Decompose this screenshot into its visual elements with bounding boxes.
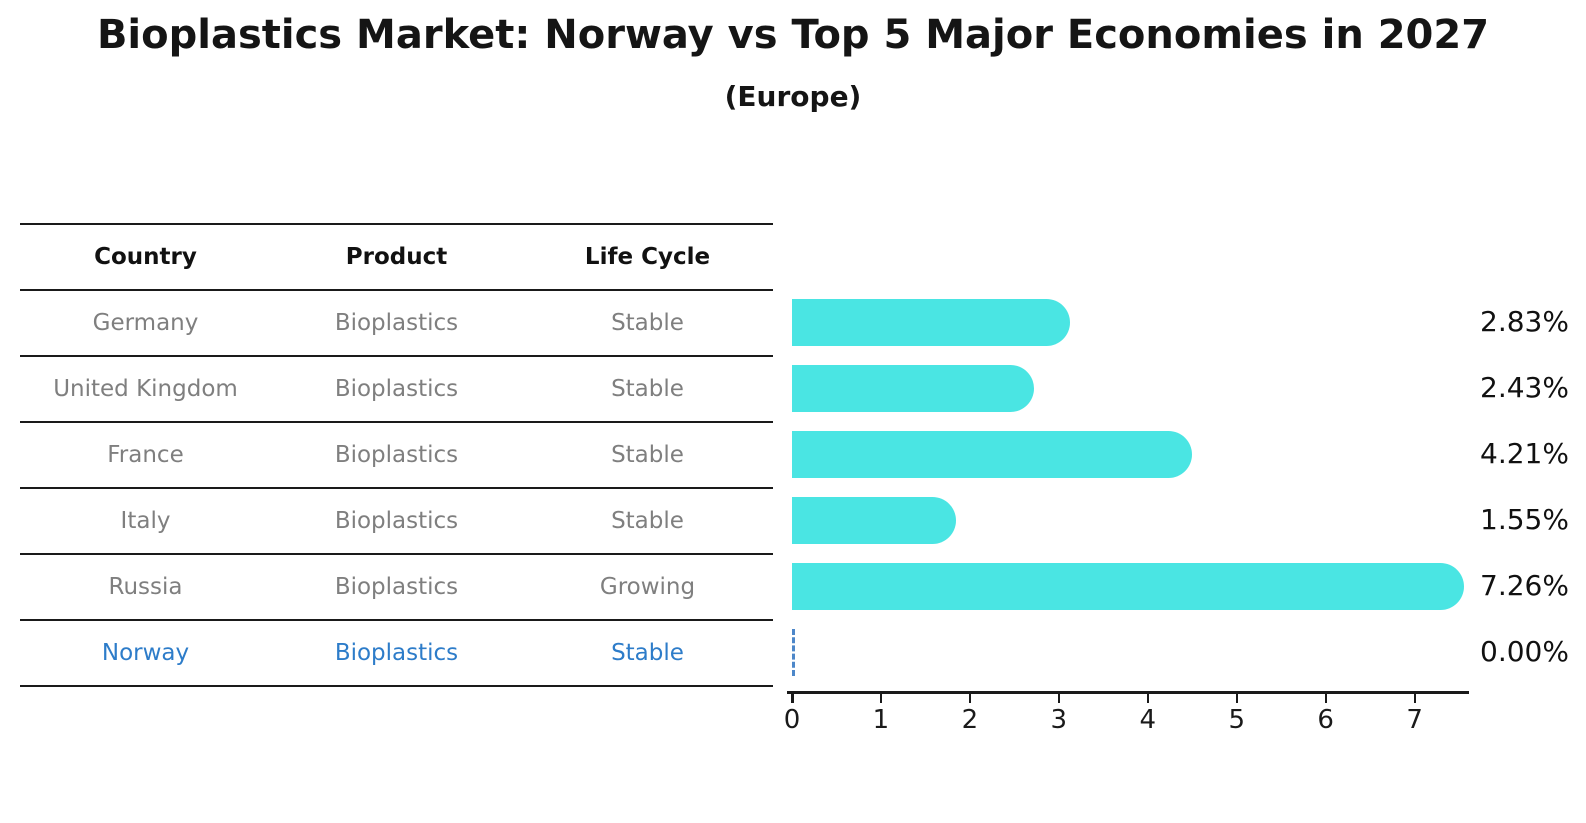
- x-tick-6: [1324, 694, 1328, 703]
- page-subtitle: (Europe): [724, 80, 862, 113]
- table-cell-product: Bioplastics: [334, 574, 459, 600]
- table-row-germany: Germany Bioplastics Stable: [20, 291, 773, 357]
- x-tick-5: [1235, 694, 1239, 703]
- page-title: Bioplastics Market: Norway vs Top 5 Majo…: [96, 12, 1490, 58]
- table-body: Germany Bioplastics Stable United Kingdom Bi…: [20, 291, 773, 687]
- x-tick-7: [1413, 694, 1417, 703]
- table-cell-life-cycle: Stable: [611, 310, 684, 336]
- country-table: Country Product Life Cycle Germany Biopla…: [20, 223, 773, 687]
- zero-value-marker-norway: [792, 629, 795, 676]
- bar-row-norway: 0.00%: [792, 619, 1586, 685]
- bar-row-france: 4.21%: [792, 421, 1586, 487]
- x-tick-label-1: 1: [872, 705, 890, 735]
- bar-united-kingdom: [792, 365, 1035, 412]
- table-row-norway: Norway Bioplastics Stable: [20, 621, 773, 687]
- bar-row-germany: 2.83%: [792, 289, 1586, 355]
- table-header-country: Country: [94, 244, 197, 270]
- table-cell-product: Bioplastics: [334, 310, 459, 336]
- bar-row-italy: 1.55%: [792, 487, 1586, 553]
- table-cell-country: Germany: [92, 310, 199, 336]
- table-row-united-kingdom: United Kingdom Bioplastics Stable: [20, 357, 773, 423]
- table-cell-product: Bioplastics: [334, 442, 459, 468]
- x-tick-2: [968, 694, 972, 703]
- bar-row-united-kingdom: 2.43%: [792, 355, 1586, 421]
- table-cell-life-cycle: Growing: [599, 574, 696, 600]
- value-label-russia: 7.26%: [1480, 569, 1569, 602]
- value-label-germany: 2.83%: [1480, 305, 1569, 338]
- x-tick-4: [1146, 694, 1150, 703]
- x-tick-label-0: 0: [783, 705, 801, 735]
- value-label-norway: 0.00%: [1480, 635, 1569, 668]
- table-cell-life-cycle: Stable: [611, 442, 684, 468]
- table-header-life-cycle: Life Cycle: [584, 244, 711, 270]
- x-tick-label-7: 7: [1406, 705, 1423, 735]
- table-cell-country: Russia: [108, 574, 183, 600]
- table-row-italy: Italy Bioplastics Stable: [20, 489, 773, 555]
- x-tick-label-2: 2: [961, 705, 979, 735]
- bar-row-russia: 7.26%: [792, 553, 1586, 619]
- x-tick-label-6: 6: [1317, 705, 1334, 735]
- x-tick-label-3: 3: [1050, 705, 1068, 735]
- x-tick-label-4: 4: [1139, 705, 1157, 735]
- table-cell-life-cycle: Stable: [611, 640, 684, 666]
- table-cell-country: Italy: [120, 508, 171, 534]
- table-row-france: France Bioplastics Stable: [20, 423, 773, 489]
- table-row-russia: Russia Bioplastics Growing: [20, 555, 773, 621]
- table-cell-product: Bioplastics: [334, 640, 459, 666]
- x-tick-1: [879, 694, 883, 703]
- table-cell-country: United Kingdom: [53, 376, 238, 402]
- x-tick-0: [791, 694, 794, 703]
- bar-plot-area: 2.83% 2.43% 4.21% 1.55% 7.26% 0.00%: [792, 289, 1586, 685]
- value-label-italy: 1.55%: [1480, 503, 1569, 536]
- x-tick-label-5: 5: [1228, 705, 1245, 735]
- table-cell-product: Bioplastics: [334, 376, 459, 402]
- value-label-united-kingdom: 2.43%: [1480, 371, 1569, 404]
- bar-germany: [792, 299, 1070, 346]
- table-cell-life-cycle: Stable: [611, 508, 684, 534]
- table-header-product: Product: [345, 244, 448, 270]
- x-tick-3: [1057, 694, 1061, 703]
- bar-italy: [792, 497, 956, 544]
- x-axis-line: [787, 691, 1469, 694]
- bar-russia: [792, 563, 1464, 610]
- bar-france: [792, 431, 1193, 478]
- table-cell-product: Bioplastics: [334, 508, 459, 534]
- table-header-row: Country Product Life Cycle: [20, 225, 773, 291]
- table-cell-country: France: [107, 442, 184, 468]
- value-label-france: 4.21%: [1480, 437, 1569, 470]
- table-cell-life-cycle: Stable: [611, 376, 684, 402]
- x-axis: 0 1 2 3 4 5 6 7: [784, 691, 1492, 741]
- table-cell-country: Norway: [101, 640, 190, 666]
